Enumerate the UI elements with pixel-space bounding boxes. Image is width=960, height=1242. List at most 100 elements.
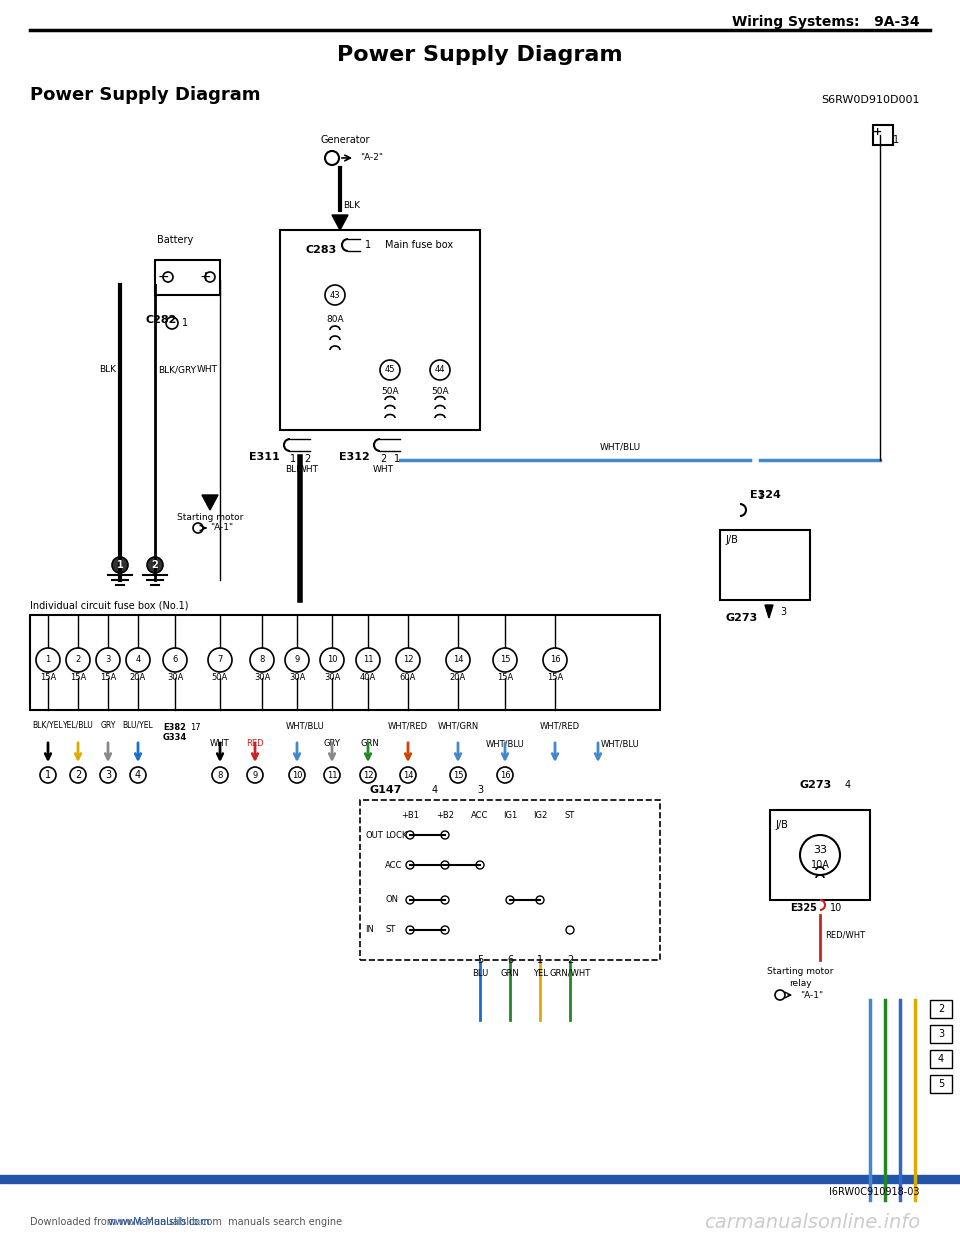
Text: WHT/BLU: WHT/BLU [286,722,324,730]
Text: BLK/GRY: BLK/GRY [158,365,196,375]
Text: Power Supply Diagram: Power Supply Diagram [30,86,260,104]
Text: IG1: IG1 [503,811,517,820]
Bar [930,1049,952,1068]
Circle shape [112,556,128,573]
Text: BLK: BLK [343,200,360,210]
Text: +B1: +B1 [401,811,419,820]
Bar [155,260,220,296]
Text: 15: 15 [453,770,464,780]
Text: GRY: GRY [324,739,341,749]
Bar [280,230,480,430]
Text: 1: 1 [893,135,900,145]
Text: BLU: BLU [472,969,488,977]
Text: 2: 2 [380,455,386,465]
Text: Wiring Systems:   9A-34: Wiring Systems: 9A-34 [732,15,920,29]
Text: −: − [157,270,169,284]
Text: +B2: +B2 [436,811,454,820]
Text: WHT: WHT [197,365,218,375]
Text: ACC: ACC [385,861,402,869]
Text: WHT/RED: WHT/RED [540,722,580,730]
Text: G147: G147 [370,785,402,795]
Text: GRN/WHT: GRN/WHT [549,969,590,977]
Text: Individual circuit fuse box (No.1): Individual circuit fuse box (No.1) [30,600,188,610]
Polygon shape [765,605,773,619]
Bar [360,800,660,960]
Text: 12: 12 [403,656,413,664]
Text: 20A: 20A [450,673,467,683]
Text: 1: 1 [116,560,124,570]
Text: 2: 2 [566,955,573,965]
Text: IN: IN [365,925,373,934]
Text: 3: 3 [938,1030,944,1040]
Text: +: + [199,270,211,284]
Text: 4: 4 [938,1054,944,1064]
Text: 15A: 15A [70,673,86,683]
Text: 30A: 30A [289,673,305,683]
Text: 30A: 30A [324,673,340,683]
Text: Starting motor: Starting motor [767,968,833,976]
Text: 10: 10 [292,770,302,780]
Text: BLK: BLK [285,466,302,474]
Text: 15A: 15A [100,673,116,683]
Text: GRN: GRN [361,739,379,749]
Text: 43: 43 [329,291,340,299]
Text: 50A: 50A [381,388,398,396]
Text: 3: 3 [105,770,111,780]
Bar [720,530,810,600]
Polygon shape [202,496,218,510]
Text: GRY: GRY [100,720,116,729]
Text: 80A: 80A [326,315,344,324]
Bar [873,125,893,145]
Text: RED/WHT: RED/WHT [825,930,865,939]
Text: J/B: J/B [775,820,788,830]
Text: 2: 2 [304,455,310,465]
Text: WHT: WHT [210,739,229,749]
Text: 33: 33 [813,845,827,854]
Text: "A-1": "A-1" [210,523,233,533]
Text: 20A: 20A [130,673,146,683]
Text: OUT: OUT [365,831,383,840]
Text: 3: 3 [780,607,786,617]
Text: 15A: 15A [40,673,56,683]
Text: +: + [874,127,882,137]
Text: 7: 7 [217,656,223,664]
Text: 16: 16 [500,770,511,780]
Text: 45: 45 [385,365,396,375]
Text: 9: 9 [252,770,257,780]
Text: 1: 1 [45,770,51,780]
Text: 2: 2 [75,770,82,780]
Text: 60A: 60A [399,673,417,683]
Text: 10: 10 [830,903,842,913]
Text: LOCK: LOCK [385,831,407,840]
Text: BLK: BLK [100,365,116,375]
Text: 2: 2 [76,656,81,664]
Text: Battery: Battery [156,235,193,245]
Text: 1: 1 [394,455,400,465]
Text: 4: 4 [135,656,140,664]
Text: YEL/BLU: YEL/BLU [62,720,93,729]
Text: ST: ST [564,811,575,820]
Text: E325: E325 [790,903,817,913]
Text: 4: 4 [845,780,852,790]
Bar [30,615,660,710]
Circle shape [147,556,163,573]
Text: GRN: GRN [500,969,519,977]
Text: 17: 17 [190,723,201,732]
Text: E382: E382 [163,723,186,732]
Text: 14: 14 [453,656,464,664]
Text: 12: 12 [363,770,373,780]
Text: 2: 2 [938,1004,944,1013]
Text: WHT/BLU: WHT/BLU [486,739,524,749]
Text: G334: G334 [163,733,187,741]
Text: Power Supply Diagram: Power Supply Diagram [337,45,623,65]
Text: WHT/BLU: WHT/BLU [599,443,640,452]
Text: ON: ON [385,895,398,904]
Text: 50A: 50A [212,673,228,683]
Text: carmanualsonline.info: carmanualsonline.info [704,1212,920,1232]
Text: G273: G273 [725,614,757,623]
Text: 3: 3 [477,785,483,795]
Text: J/B: J/B [725,535,738,545]
Text: 16: 16 [550,656,561,664]
Text: "A-1": "A-1" [800,991,823,1000]
Text: G273: G273 [800,780,832,790]
